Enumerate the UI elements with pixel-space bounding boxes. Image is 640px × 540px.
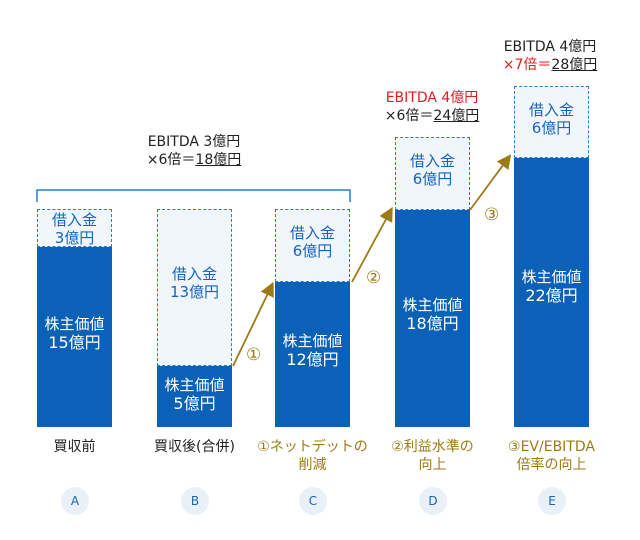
ev-annotation-e: EBITDA 4億円 ×7倍＝28億円 — [502, 39, 598, 73]
letter-circle-a: A — [61, 487, 89, 515]
step-2-label: ② — [366, 268, 382, 288]
bar-c-debt: 借入金 6億円 — [275, 209, 350, 282]
letter-circle-d: D — [419, 487, 447, 515]
step-3-label: ③ — [484, 205, 500, 225]
bar-d-equity: 株主価値 18億円 — [395, 210, 470, 427]
bar-e-equity: 株主価値 22億円 — [514, 158, 589, 427]
bar-b-debt: 借入金 13億円 — [157, 209, 232, 366]
letter-circle-c: C — [299, 487, 327, 515]
category-label-d: ②利益水準の 向上 — [391, 439, 474, 474]
arrow-3 — [469, 154, 512, 211]
arrow-2 — [351, 206, 393, 283]
bar-c-equity: 株主価値 12億円 — [275, 282, 350, 427]
letter-circle-b: B — [181, 487, 209, 515]
category-label-a: 買収前 — [53, 439, 96, 455]
bar-e-debt: 借入金 6億円 — [514, 86, 589, 158]
category-label-b: 買収後(合併) — [154, 439, 235, 455]
letter-circle-e: E — [538, 487, 566, 515]
ev-annotation-ab: EBITDA 3億円 ×6倍＝18億円 — [146, 134, 242, 168]
ev-annotation-d: EBITDA 4億円 ×6倍＝24億円 — [384, 90, 480, 124]
category-label-e: ③EV/EBITDA 倍率の向上 — [508, 439, 595, 474]
category-label-c: ①ネットデットの 削減 — [257, 439, 368, 474]
step-1-label: ① — [246, 345, 262, 365]
bar-b-equity: 株主価値 5億円 — [157, 366, 232, 427]
bar-d-debt: 借入金 6億円 — [395, 137, 470, 210]
arrow-1 — [232, 281, 274, 367]
bar-a-debt: 借入金 3億円 — [37, 209, 112, 247]
ab-bracket — [36, 189, 351, 202]
bar-a-equity: 株主価値 15億円 — [37, 247, 112, 427]
